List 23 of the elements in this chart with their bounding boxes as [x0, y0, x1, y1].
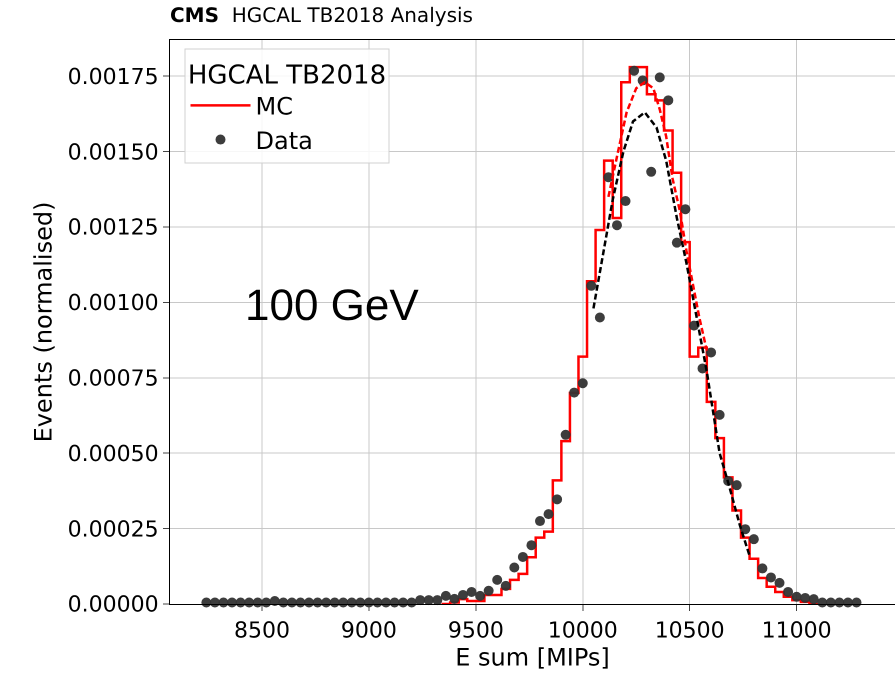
legend-label: Data	[256, 126, 313, 155]
y-tick-label: 0.00100	[68, 291, 159, 316]
x-tick-label: 8500	[234, 618, 290, 644]
y-tick-label: 0.00125	[68, 216, 159, 241]
chart-subtitle: HGCAL TB2018 Analysis	[232, 3, 473, 27]
legend-label: MC	[256, 92, 293, 121]
x-tick-label: 10500	[654, 618, 725, 644]
x-tick-label: 9500	[448, 618, 504, 644]
x-tick-label: 11000	[762, 618, 832, 644]
y-tick-label: 0.00050	[68, 442, 159, 467]
x-tick-label: 9000	[340, 618, 397, 644]
y-tick-label: 0.00025	[68, 517, 159, 542]
y-tick-label: 0.00000	[68, 592, 159, 618]
annotation: 100 GeV	[245, 281, 420, 330]
chart-title: CMS	[170, 3, 219, 27]
y-axis-title: Events (normalised)	[30, 202, 58, 442]
line-series	[592, 111, 751, 557]
y-tick-label: 0.00150	[68, 140, 159, 166]
y-tick-label: 0.00075	[68, 366, 159, 392]
y-tick-label: 0.00175	[68, 64, 159, 90]
x-tick-label: 10000	[548, 618, 618, 644]
x-axis-title: E sum [MIPs]	[455, 643, 610, 672]
legend-title: HGCAL TB2018	[188, 60, 386, 90]
